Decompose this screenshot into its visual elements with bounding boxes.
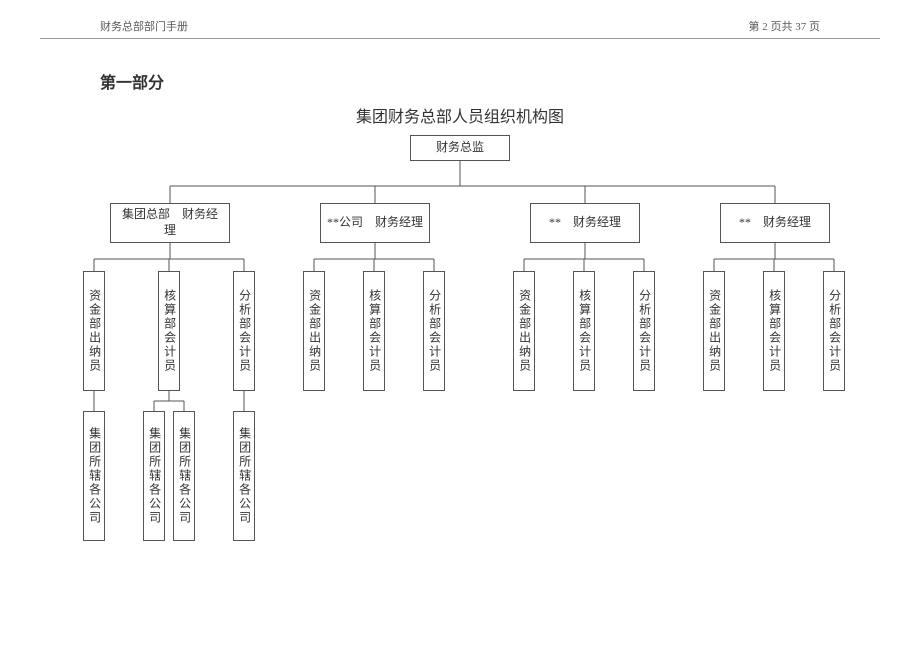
child-node-1-1: 核算部会计员 <box>363 271 385 391</box>
child-node-0-2: 分析部会计员 <box>233 271 255 391</box>
manager-node-2: ** 财务经理 <box>530 203 640 243</box>
page: 财务总部部门手册 第 2 页共 37 页 第一部分 集团财务总部人员组织机构图 … <box>0 0 920 611</box>
section-title: 第一部分 <box>100 69 880 93</box>
chart-title: 集团财务总部人员组织机构图 <box>40 103 880 127</box>
page-header: 财务总部部门手册 第 2 页共 37 页 <box>40 0 880 39</box>
child-node-0-0: 资金部出纳员 <box>83 271 105 391</box>
root-node: 财务总监 <box>410 135 510 161</box>
child-node-0-1: 核算部会计员 <box>158 271 180 391</box>
child-node-3-0: 资金部出纳员 <box>703 271 725 391</box>
child-node-2-2: 分析部会计员 <box>633 271 655 391</box>
grandchild-node-0-2-0: 集团所辖各公司 <box>233 411 255 541</box>
header-left: 财务总部部门手册 <box>100 18 188 34</box>
grandchild-node-0-0-0: 集团所辖各公司 <box>83 411 105 541</box>
header-right: 第 2 页共 37 页 <box>749 18 821 34</box>
child-node-3-2: 分析部会计员 <box>823 271 845 391</box>
manager-node-1: **公司 财务经理 <box>320 203 430 243</box>
child-node-2-1: 核算部会计员 <box>573 271 595 391</box>
org-chart: 财务总监集团总部 财务经理资金部出纳员集团所辖各公司核算部会计员集团所辖各公司集… <box>50 131 870 611</box>
child-node-1-0: 资金部出纳员 <box>303 271 325 391</box>
manager-node-0: 集团总部 财务经理 <box>110 203 230 243</box>
child-node-3-1: 核算部会计员 <box>763 271 785 391</box>
grandchild-node-0-1-1: 集团所辖各公司 <box>173 411 195 541</box>
child-node-1-2: 分析部会计员 <box>423 271 445 391</box>
child-node-2-0: 资金部出纳员 <box>513 271 535 391</box>
manager-node-3: ** 财务经理 <box>720 203 830 243</box>
grandchild-node-0-1-0: 集团所辖各公司 <box>143 411 165 541</box>
